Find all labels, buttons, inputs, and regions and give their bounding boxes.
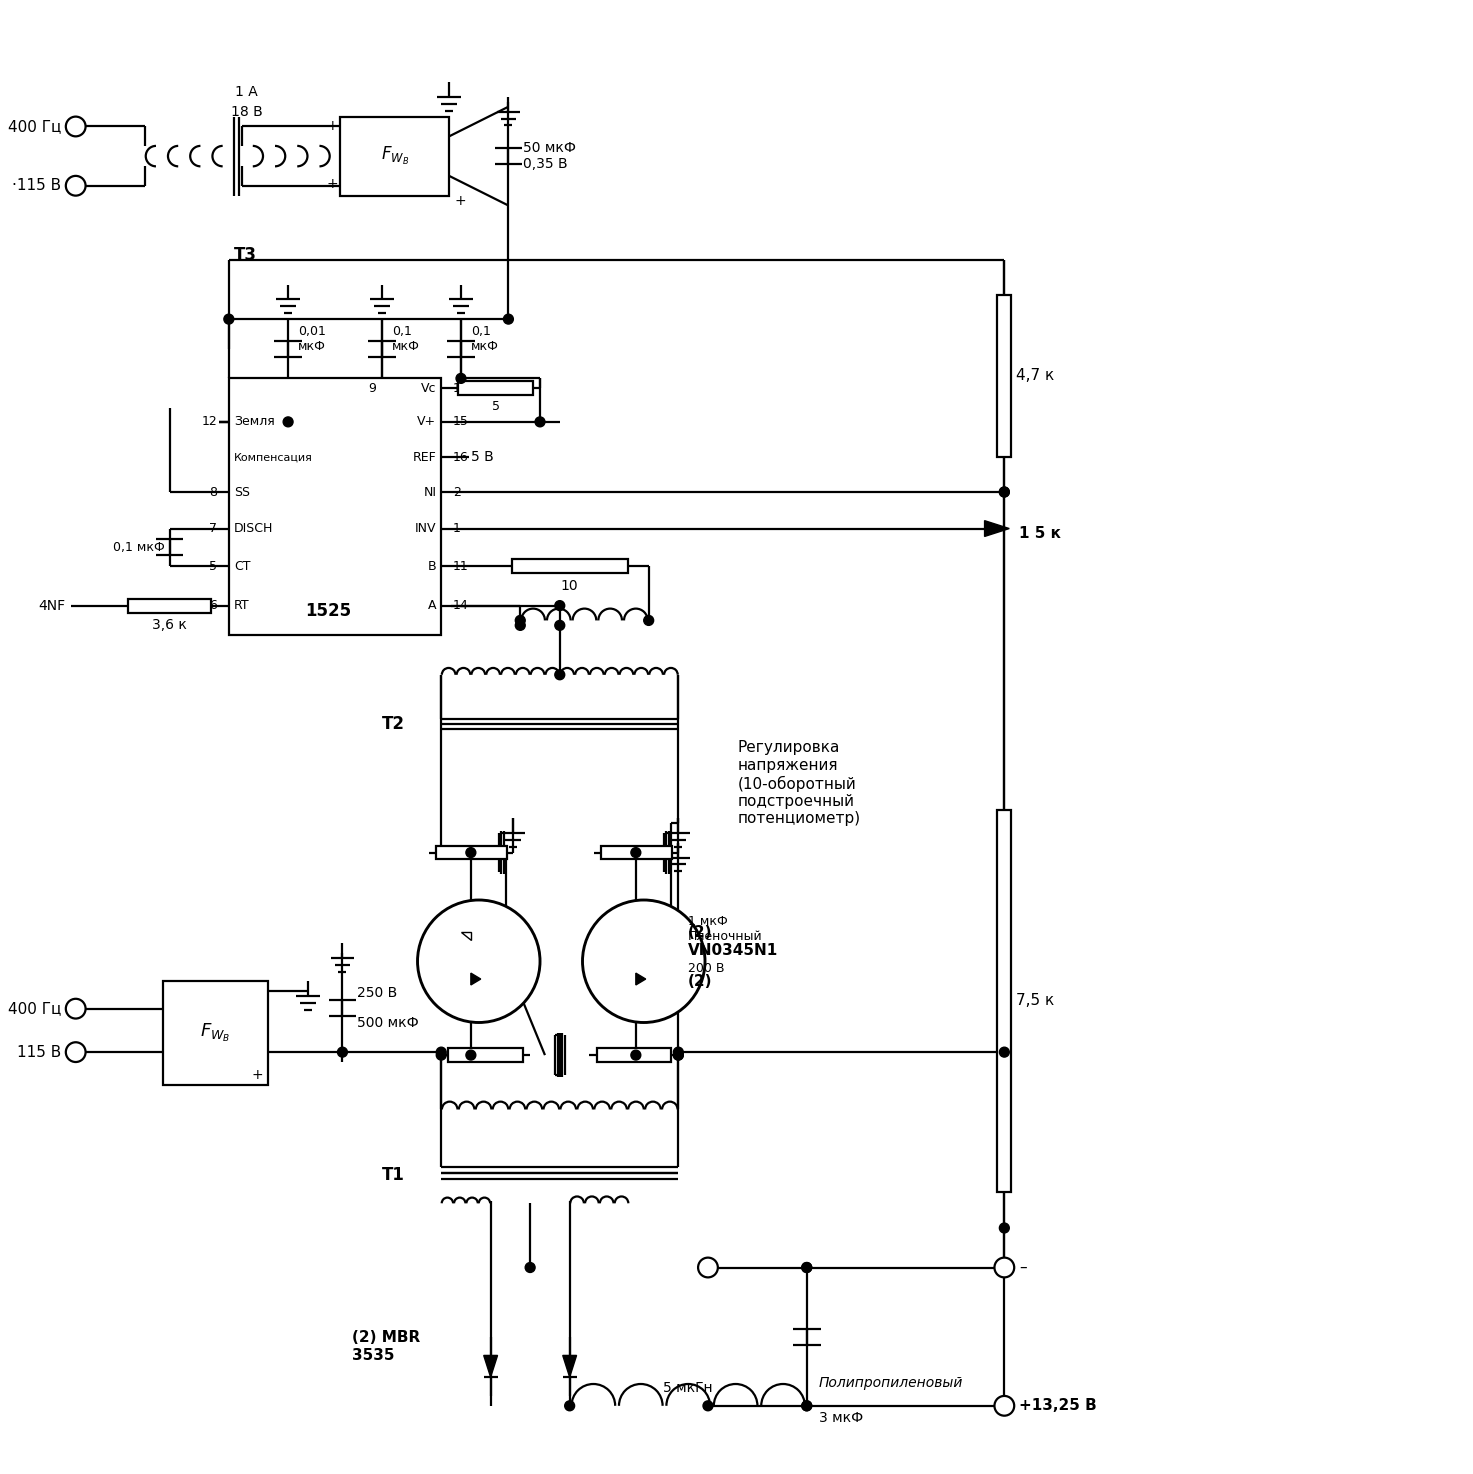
Text: 8: 8 <box>209 485 217 498</box>
Bar <box>128 598 211 613</box>
Text: +: + <box>327 119 339 134</box>
Text: SS: SS <box>234 485 250 498</box>
Polygon shape <box>563 1356 576 1377</box>
Text: 7,5 к: 7,5 к <box>1016 993 1055 1008</box>
Text: T2: T2 <box>382 715 405 733</box>
Text: Vc: Vc <box>421 382 436 395</box>
Text: 0,1
мкФ: 0,1 мкФ <box>392 324 420 352</box>
Text: 14: 14 <box>454 598 468 612</box>
Text: 5: 5 <box>492 399 499 413</box>
Text: T1: T1 <box>382 1166 405 1184</box>
Circle shape <box>994 1396 1015 1415</box>
Circle shape <box>630 1049 641 1060</box>
Bar <box>597 1048 672 1063</box>
Circle shape <box>66 116 85 137</box>
Text: 1: 1 <box>454 522 461 535</box>
Text: DISCH: DISCH <box>234 522 273 535</box>
Circle shape <box>673 1049 683 1060</box>
Bar <box>340 116 449 196</box>
Text: 1 А: 1 А <box>236 85 258 99</box>
Text: 4NF: 4NF <box>38 598 66 613</box>
Text: (2) MBR
3535: (2) MBR 3535 <box>352 1331 421 1363</box>
Polygon shape <box>636 973 645 985</box>
Text: 1 мкФ
Пленочный: 1 мкФ Пленочный <box>688 915 763 943</box>
Bar <box>601 846 672 859</box>
Bar <box>436 846 507 859</box>
Text: 3 мкФ: 3 мкФ <box>819 1411 863 1425</box>
Circle shape <box>436 1047 446 1057</box>
Circle shape <box>673 1047 683 1057</box>
Circle shape <box>999 486 1009 497</box>
Circle shape <box>516 616 526 625</box>
Circle shape <box>582 901 706 1023</box>
Circle shape <box>283 417 293 427</box>
Text: (2)
VN0345N1: (2) VN0345N1 <box>688 926 778 958</box>
Circle shape <box>66 999 85 1019</box>
Text: 16: 16 <box>454 451 468 464</box>
Text: Регулировка
напряжения
(10-оборотный
подстроечный
потенциометр): Регулировка напряжения (10-оборотный под… <box>738 740 860 827</box>
Circle shape <box>999 486 1009 497</box>
Text: $F_{W_B}$: $F_{W_B}$ <box>200 1021 231 1044</box>
Circle shape <box>516 621 526 631</box>
Text: 7: 7 <box>209 522 217 535</box>
Text: REF: REF <box>412 451 436 464</box>
Circle shape <box>504 314 514 324</box>
Text: 4,7 к: 4,7 к <box>1016 368 1055 383</box>
Text: 13: 13 <box>454 382 468 395</box>
Circle shape <box>801 1263 812 1272</box>
Circle shape <box>436 1049 446 1060</box>
Circle shape <box>555 601 564 610</box>
Circle shape <box>337 1047 348 1057</box>
Circle shape <box>801 1400 812 1411</box>
Circle shape <box>526 1263 535 1272</box>
Text: 115 В: 115 В <box>16 1045 60 1060</box>
Circle shape <box>66 175 85 196</box>
Text: 5: 5 <box>209 560 217 572</box>
Bar <box>448 1048 523 1063</box>
Text: 3,6 к: 3,6 к <box>152 619 187 632</box>
Text: 11: 11 <box>454 560 468 572</box>
Circle shape <box>564 1400 574 1411</box>
Polygon shape <box>984 520 1009 537</box>
Circle shape <box>457 373 465 383</box>
Text: 0,1
мкФ: 0,1 мкФ <box>471 324 499 352</box>
Circle shape <box>801 1263 812 1272</box>
Circle shape <box>66 1042 85 1063</box>
Text: ·115 В: ·115 В <box>12 178 60 193</box>
Text: –: – <box>1019 1260 1027 1275</box>
Text: +13,25 В: +13,25 В <box>1019 1399 1097 1414</box>
Polygon shape <box>461 932 471 939</box>
Text: 50 мкФ
0,35 В: 50 мкФ 0,35 В <box>523 142 576 171</box>
Circle shape <box>555 669 564 680</box>
Circle shape <box>703 1400 713 1411</box>
Text: 12: 12 <box>202 416 217 429</box>
Text: 500 мкФ: 500 мкФ <box>358 1016 418 1029</box>
Circle shape <box>644 616 654 625</box>
Text: 18 В: 18 В <box>231 105 262 119</box>
Polygon shape <box>471 973 480 985</box>
Circle shape <box>417 901 541 1023</box>
Circle shape <box>999 1223 1009 1232</box>
Circle shape <box>465 1049 476 1060</box>
Text: +: + <box>327 177 339 190</box>
Text: 0,1 мкФ: 0,1 мкФ <box>113 541 165 554</box>
Bar <box>997 809 1012 1191</box>
Text: 400 Гц: 400 Гц <box>7 1001 60 1016</box>
Text: +: + <box>252 1067 264 1082</box>
Bar <box>162 982 268 1085</box>
Text: +: + <box>454 193 465 208</box>
Text: (2): (2) <box>688 973 713 989</box>
Text: T3: T3 <box>234 246 256 264</box>
Text: Земля: Земля <box>234 416 274 429</box>
Bar <box>228 379 442 635</box>
Text: A: A <box>427 598 436 612</box>
Text: 15: 15 <box>454 416 468 429</box>
Text: B: B <box>427 560 436 572</box>
Text: $F_{W_B}$: $F_{W_B}$ <box>380 144 409 167</box>
Bar <box>997 295 1012 457</box>
Text: RT: RT <box>234 598 249 612</box>
Circle shape <box>999 1047 1009 1057</box>
Text: 1 5 к: 1 5 к <box>1019 526 1061 541</box>
Circle shape <box>465 848 476 858</box>
Bar <box>511 559 627 573</box>
